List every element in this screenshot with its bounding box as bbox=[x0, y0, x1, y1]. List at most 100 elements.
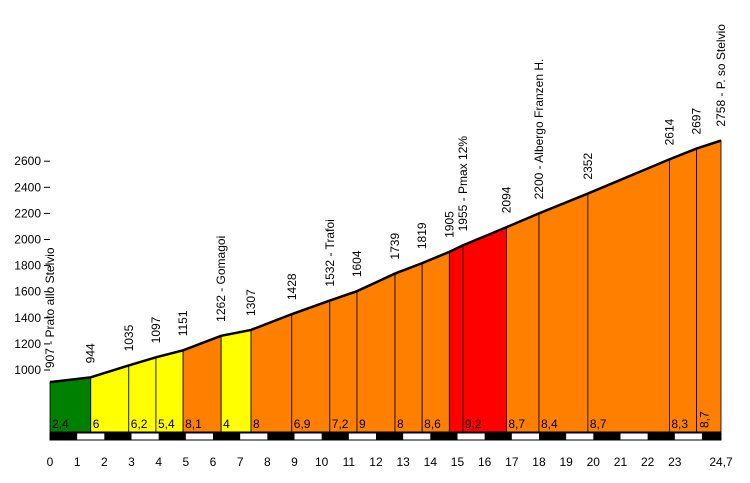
gradient-label: 2,4 bbox=[52, 417, 69, 431]
altitude-label: 1819 bbox=[415, 222, 429, 249]
km-bar-block bbox=[158, 433, 186, 440]
profile-segment bbox=[421, 251, 450, 433]
altitude-label: 1307 bbox=[244, 289, 258, 316]
x-tick-label: 16 bbox=[478, 455, 492, 469]
altitude-label: 1739 bbox=[388, 233, 402, 260]
y-tick-label: 1200 bbox=[14, 337, 41, 351]
y-tick-label: 2200 bbox=[14, 206, 41, 220]
profile-outline bbox=[49, 139, 722, 384]
gradient-label: 9,2 bbox=[465, 417, 482, 431]
x-tick-label: 11 bbox=[343, 455, 356, 469]
gradient-label: 5,4 bbox=[158, 417, 175, 431]
altitude-label: 1532 - Trafoi bbox=[323, 219, 337, 286]
altitude-label: 2200 - Albergo Franzen H. bbox=[532, 59, 546, 200]
x-tick-label: 21 bbox=[614, 455, 628, 469]
profile-segment bbox=[329, 290, 358, 433]
altitude-label: 2614 bbox=[662, 118, 676, 145]
km-bar-block bbox=[538, 433, 567, 440]
x-tick-label: 24,7 bbox=[709, 455, 733, 469]
y-tick-label: 1600 bbox=[14, 285, 41, 299]
gradient-labels: 2,4 6 6,2 5,4 8,1 4 8 6,9 7,2 9 8 8,6 9,2 8,7 8,4 8,7 8,… bbox=[52, 411, 712, 431]
altitude-label: 1151 bbox=[176, 310, 190, 336]
y-axis: 1000 1200 1400 1600 1800 2000 2200 2400 2600 bbox=[14, 154, 50, 377]
x-axis: 0 1 2 3 4 5 6 7 8 9 10 11 12 13 14 15 16 17 18 19 20 21 22 23 24… bbox=[47, 455, 733, 469]
x-tick-label: 19 bbox=[559, 455, 573, 469]
x-tick-label: 22 bbox=[641, 455, 655, 469]
profile-segment bbox=[505, 212, 540, 433]
x-tick-label: 3 bbox=[128, 455, 135, 469]
gradient-label: 8,7 bbox=[508, 417, 525, 431]
x-tick-label: 18 bbox=[532, 455, 546, 469]
y-tick-label: 1000 bbox=[14, 363, 41, 377]
profile-segment bbox=[394, 262, 423, 433]
gradient-label: 8,6 bbox=[424, 417, 441, 431]
gradient-label: 7,2 bbox=[332, 417, 349, 431]
altitude-label: 2352 bbox=[581, 153, 595, 180]
gradient-label: 8,1 bbox=[185, 417, 202, 431]
km-bar-block bbox=[321, 433, 349, 440]
x-tick-label: 10 bbox=[315, 455, 329, 469]
altitude-label: 1097 bbox=[149, 316, 163, 343]
altitude-label: 944 bbox=[84, 343, 98, 363]
x-tick-label: 20 bbox=[587, 455, 601, 469]
x-tick-label: 4 bbox=[155, 455, 162, 469]
altitude-label: 2758 - P. so Stelvio bbox=[714, 24, 728, 127]
y-tick-label: 2400 bbox=[14, 180, 41, 194]
gradient-label: 6,9 bbox=[294, 417, 311, 431]
y-tick-label: 1800 bbox=[14, 259, 41, 273]
x-tick-label: 14 bbox=[424, 455, 438, 469]
altitude-label: 907 - Prato allo Stelvio bbox=[43, 247, 57, 368]
km-bar-block bbox=[104, 433, 132, 440]
km-bar-block bbox=[647, 433, 675, 440]
km-bar-block bbox=[484, 433, 512, 440]
profile-segments bbox=[49, 139, 722, 433]
altitude-label: 1905 bbox=[442, 211, 456, 238]
km-bar-block bbox=[430, 433, 458, 440]
y-tick-label: 1400 bbox=[14, 311, 41, 325]
km-bar-block bbox=[267, 433, 295, 440]
gradient-label: 8 bbox=[397, 417, 404, 431]
gradient-label: 8,3 bbox=[671, 417, 688, 431]
y-tick-label: 2600 bbox=[14, 154, 41, 168]
gradient-label: 6,2 bbox=[131, 417, 148, 431]
gradient-label: 6 bbox=[93, 417, 100, 431]
km-bar-block bbox=[593, 433, 621, 440]
gradient-label: 8,4 bbox=[541, 417, 558, 431]
altitude-label: 2697 bbox=[690, 108, 704, 135]
profile-segment bbox=[356, 272, 396, 433]
x-tick-label: 7 bbox=[237, 455, 244, 469]
profile-segment bbox=[250, 313, 293, 433]
profile-segment bbox=[696, 140, 722, 433]
profile-segment bbox=[448, 244, 464, 433]
x-tick-label: 2 bbox=[101, 455, 108, 469]
x-tick-label: 15 bbox=[451, 455, 465, 469]
altitude-label: 2094 bbox=[499, 186, 513, 213]
km-bar-block bbox=[212, 433, 241, 440]
x-tick-label: 6 bbox=[210, 455, 217, 469]
altitude-label: 1035 bbox=[122, 324, 136, 351]
altitude-labels: 907 - Prato allo Stelvio 944 1035 1097 1151 1… bbox=[43, 24, 728, 368]
x-tick-label: 13 bbox=[396, 455, 410, 469]
x-tick-label: 17 bbox=[505, 455, 519, 469]
altitude-label: 1604 bbox=[350, 250, 364, 277]
altitude-label: 1262 - Gomagoi bbox=[214, 236, 228, 322]
profile-segment bbox=[462, 226, 507, 433]
km-bar-block bbox=[50, 433, 78, 440]
x-tick-label: 9 bbox=[291, 455, 298, 469]
altitude-label: 1428 bbox=[285, 273, 299, 300]
y-tick-label: 2000 bbox=[14, 233, 41, 247]
x-tick-label: 8 bbox=[264, 455, 271, 469]
km-scale-bar bbox=[49, 432, 722, 441]
profile-segment bbox=[668, 147, 697, 433]
x-tick-label: 12 bbox=[369, 455, 383, 469]
gradient-label: 8,7 bbox=[698, 411, 712, 428]
gradient-label: 8 bbox=[253, 417, 260, 431]
altitude-label: 1955 - Pmax 12% bbox=[456, 136, 470, 232]
x-tick-label: 5 bbox=[182, 455, 189, 469]
gradient-label: 8,7 bbox=[590, 417, 607, 431]
gradient-label: 9 bbox=[359, 417, 366, 431]
gradient-label: 4 bbox=[223, 417, 230, 431]
km-bar-block bbox=[701, 433, 721, 440]
km-bar-block bbox=[375, 433, 404, 440]
